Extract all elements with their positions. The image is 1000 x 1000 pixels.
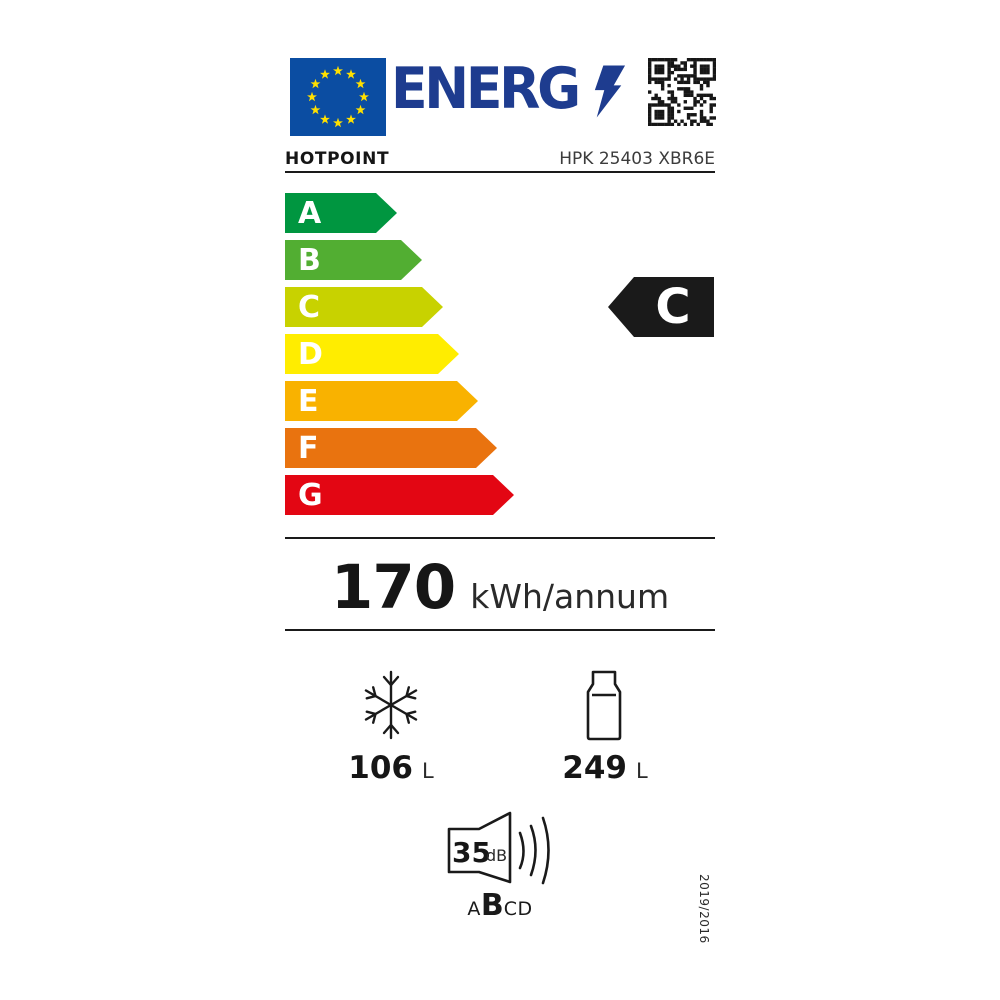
snowflake-icon — [364, 670, 418, 740]
noise-class-b: B — [480, 888, 504, 923]
lightning-bolt-icon — [594, 65, 625, 118]
energy-divider-top — [285, 537, 715, 539]
brand-name: HOTPOINT — [285, 149, 390, 169]
frozen-volume-value: 106 — [348, 750, 413, 786]
efficiency-arrow-c: C — [285, 287, 443, 327]
efficiency-arrow-a: A — [285, 193, 397, 233]
efficiency-arrow-e: E — [285, 381, 478, 421]
efficiency-letter-a: A — [298, 195, 322, 231]
regulation-number: 2019/2016 — [697, 874, 711, 944]
noise-class-d: D — [517, 898, 533, 920]
efficiency-arrow-d: D — [285, 334, 459, 374]
bottle-icon — [586, 670, 622, 741]
energ-logo-text: ENERG — [391, 56, 581, 122]
energy-unit: kWh/annum — [470, 577, 670, 616]
fresh-volume-value: 249 — [562, 750, 627, 786]
efficiency-arrow-b: B — [285, 240, 422, 280]
efficiency-arrow-f: F — [285, 428, 497, 468]
rated-class-letter: C — [655, 279, 691, 335]
model-number: HPK 25403 XBR6E — [559, 149, 715, 169]
qr-code — [648, 58, 716, 126]
energy-consumption: 170 kWh/annum — [285, 552, 715, 623]
noise-class-a: A — [467, 898, 481, 920]
fresh-volume-unit: L — [636, 759, 648, 783]
noise-speaker-icon: 35 dB — [447, 811, 550, 885]
rated-class-indicator: C — [608, 277, 714, 337]
noise-value: 35 — [452, 836, 491, 869]
fresh-compartment: 249 L — [535, 670, 675, 786]
energy-value: 170 — [330, 552, 456, 623]
efficiency-arrow-g: G — [285, 475, 514, 515]
efficiency-letter-c: C — [298, 289, 321, 325]
efficiency-letter-e: E — [298, 383, 319, 419]
frozen-compartment: 106 L — [321, 670, 461, 786]
brand-row: HOTPOINT HPK 25403 XBR6E — [285, 149, 715, 169]
efficiency-letter-b: B — [298, 242, 321, 278]
noise-class-c: C — [503, 898, 518, 920]
efficiency-letter-g: G — [298, 477, 323, 513]
energy-divider-bottom — [285, 629, 715, 631]
eu-flag-icon — [290, 58, 386, 136]
header-divider — [285, 171, 715, 173]
noise-unit: dB — [486, 846, 507, 865]
efficiency-letter-d: D — [298, 336, 323, 372]
energ-logo: ENERG — [391, 56, 626, 122]
efficiency-letter-f: F — [298, 430, 319, 466]
frozen-volume-unit: L — [422, 759, 434, 783]
